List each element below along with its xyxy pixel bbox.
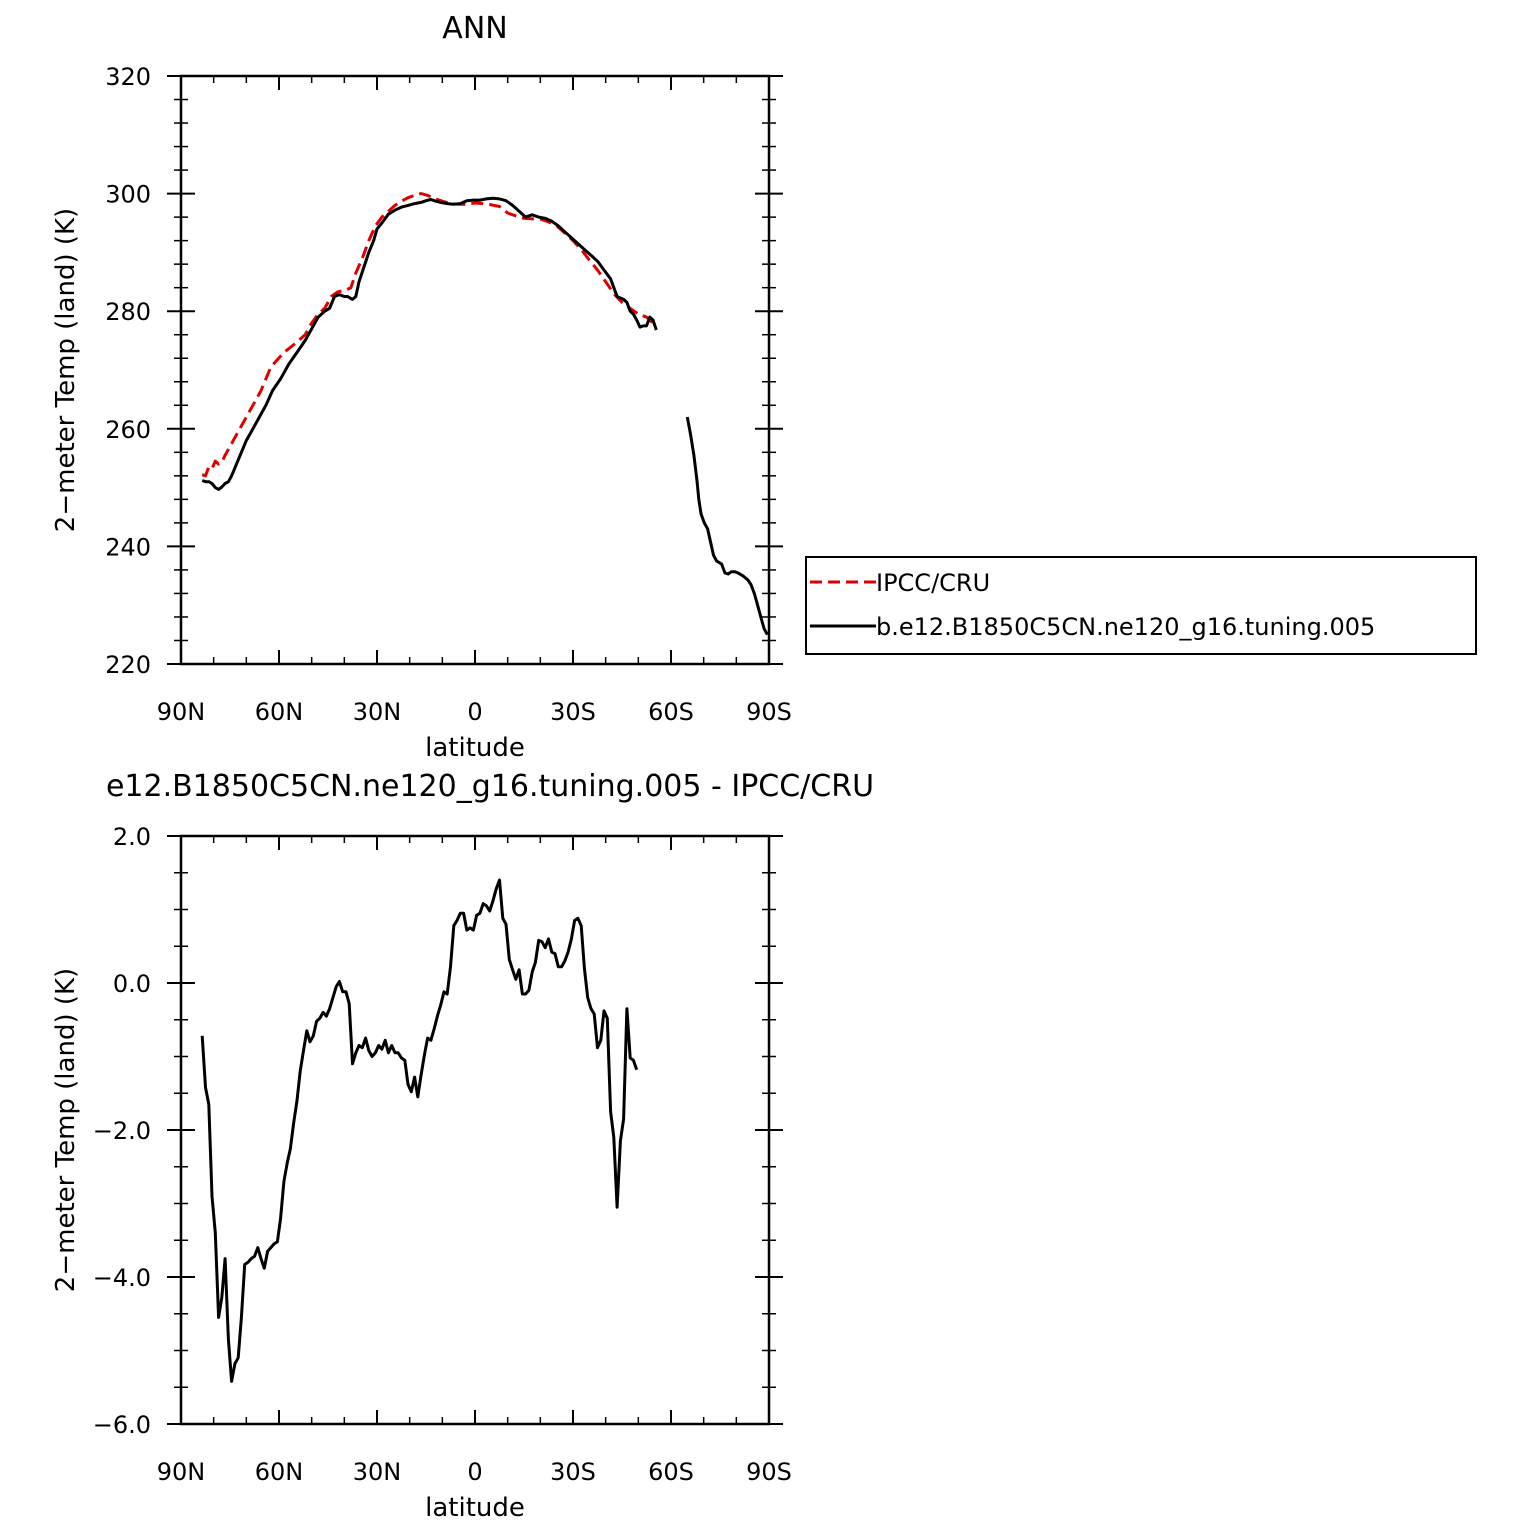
y-tick-label: 260 bbox=[105, 416, 151, 444]
y-tick-label: 280 bbox=[105, 298, 151, 326]
x-tick-label: 0 bbox=[467, 698, 482, 726]
x-tick-label: 30N bbox=[353, 1458, 402, 1486]
x-tick-label: 90N bbox=[157, 1458, 206, 1486]
y-tick-label: −6.0 bbox=[93, 1411, 151, 1439]
x-tick-label: 90S bbox=[746, 1458, 792, 1486]
y-tick-label: 300 bbox=[105, 181, 151, 209]
x-axis-title: latitude bbox=[425, 733, 525, 763]
y-axis-title: 2−meter Temp (land) (K) bbox=[51, 208, 81, 532]
series-line-2 bbox=[201, 196, 658, 491]
x-tick-label: 60S bbox=[648, 698, 694, 726]
x-tick-label: 90S bbox=[746, 698, 792, 726]
x-tick-label: 30S bbox=[550, 1458, 596, 1486]
series-line-1 bbox=[201, 192, 655, 478]
legend-box bbox=[805, 556, 1477, 655]
x-tick-label: 60S bbox=[648, 1458, 694, 1486]
legend: IPCC/CRU b.e12.B1850C5CN.ne120_g16.tuning… bbox=[805, 556, 1477, 655]
x-tick-label: 90N bbox=[157, 698, 206, 726]
series-line-2 bbox=[685, 416, 769, 636]
y-tick-label: −4.0 bbox=[93, 1264, 151, 1292]
x-tick-label: 60N bbox=[255, 1458, 304, 1486]
chart-title: e12.B1850C5CN.ne120_g16.tuning.005 - IPC… bbox=[106, 769, 874, 804]
chart-panel-1: ANN 90N 60N 30N 0 30S 60S 90S 320 300 280 260 240 220… bbox=[51, 11, 1477, 763]
y-tick-label: −2.0 bbox=[93, 1117, 151, 1145]
x-tick-label: 30N bbox=[353, 698, 402, 726]
legend-label-1: IPCC/CRU bbox=[876, 569, 990, 597]
x-tick-label: 60N bbox=[255, 698, 304, 726]
x-tick-label: 30S bbox=[550, 698, 596, 726]
chart-title: ANN bbox=[442, 11, 507, 46]
x-axis-title: latitude bbox=[425, 1493, 525, 1523]
series-line-1 bbox=[200, 878, 639, 1383]
y-tick-label: 0.0 bbox=[113, 970, 151, 998]
y-tick-label: 240 bbox=[105, 533, 151, 561]
x-tick-label: 0 bbox=[467, 1458, 482, 1486]
y-axis-title: 2−meter Temp (land) (K) bbox=[51, 968, 81, 1292]
y-tick-label: 220 bbox=[105, 651, 151, 679]
y-tick-label: 2.0 bbox=[113, 823, 151, 851]
legend-label-2: b.e12.B1850C5CN.ne120_g16.tuning.005 bbox=[876, 613, 1375, 641]
y-tick-label: 320 bbox=[105, 63, 151, 91]
chart-panel-2: e12.B1850C5CN.ne120_g16.tuning.005 - IPC… bbox=[51, 769, 874, 1523]
